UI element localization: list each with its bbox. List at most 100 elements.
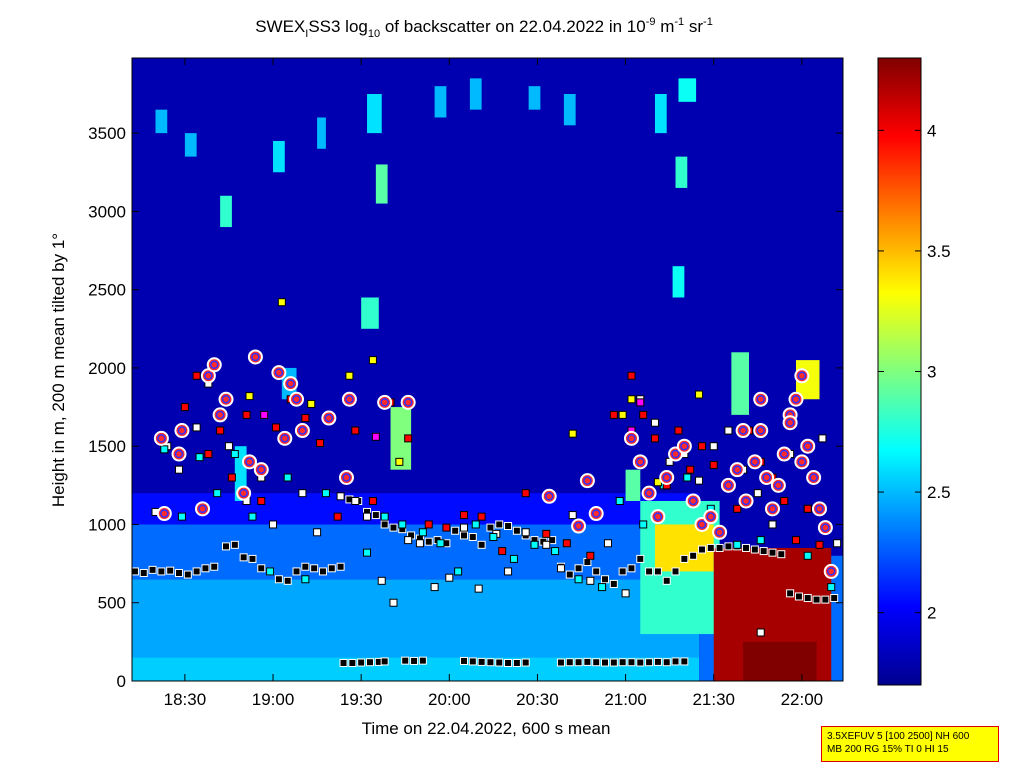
ring-marker xyxy=(720,477,736,493)
ring-marker-inner xyxy=(762,473,771,482)
ring-marker-inner xyxy=(680,441,689,451)
title-prefix-sub: I xyxy=(305,28,308,40)
square-marker-cloud_base_black xyxy=(132,567,139,576)
square-marker-white xyxy=(430,583,439,592)
square-marker-surface_black xyxy=(512,658,521,667)
square-marker-surface_black xyxy=(565,658,574,667)
ring-marker-inner xyxy=(292,394,301,404)
square-marker-red xyxy=(780,496,789,505)
ring-marker-inner xyxy=(821,523,830,532)
square-marker-cloud_base_black xyxy=(468,532,477,541)
square-marker-cloud_base_black xyxy=(230,540,239,549)
square-marker-cloud_base_black xyxy=(274,575,283,584)
ring-marker-inner xyxy=(750,457,760,467)
square-marker-cyan xyxy=(283,473,292,482)
square-marker-red xyxy=(242,410,251,419)
square-marker-cloud_base_black xyxy=(327,564,336,573)
heatmap-cell xyxy=(563,94,576,126)
square-marker-yellow xyxy=(345,371,354,380)
ring-marker-inner xyxy=(257,465,266,474)
ring-marker xyxy=(195,501,211,517)
square-marker-surface_black xyxy=(504,658,513,667)
ring-marker-inner xyxy=(756,394,765,404)
square-marker-cloud_base_black xyxy=(565,570,574,579)
square-marker-cloud_base_black xyxy=(724,542,733,551)
square-marker-red xyxy=(650,434,659,443)
square-marker-surface_black xyxy=(401,656,410,665)
plot-frame xyxy=(131,57,844,682)
square-marker-cyan xyxy=(454,567,463,576)
square-marker-cloud_base_black xyxy=(283,576,292,585)
square-marker-surface_black xyxy=(521,658,530,667)
square-marker-white xyxy=(756,628,765,637)
ring-marker-inner xyxy=(732,465,742,474)
square-marker-cyan xyxy=(160,445,169,454)
ring-marker-inner xyxy=(779,449,789,459)
colorbar-tick-label: 4 xyxy=(927,121,936,140)
square-marker-cloud_base_black xyxy=(609,579,618,588)
title-sup1: -9 xyxy=(646,16,656,28)
square-marker-cyan xyxy=(363,548,372,557)
ring-marker xyxy=(236,485,252,501)
heatmap-cell xyxy=(220,195,232,228)
square-marker-magenta xyxy=(260,410,269,419)
square-marker-surface_black xyxy=(618,658,627,667)
square-marker-cloud_base_black xyxy=(477,540,486,549)
ring-marker-inner xyxy=(671,449,680,459)
title-mid3: sr xyxy=(684,17,703,36)
square-marker-white xyxy=(415,539,424,548)
square-marker-cyan xyxy=(301,575,310,584)
square-marker-surface_black xyxy=(574,658,583,667)
square-marker-cloud_base_black xyxy=(201,564,210,573)
square-marker-yellow xyxy=(618,410,627,419)
ring-marker xyxy=(156,506,172,522)
square-marker-red xyxy=(368,496,377,505)
square-marker-yellow xyxy=(627,395,636,404)
ring-marker-inner xyxy=(198,504,207,514)
ring-marker xyxy=(759,470,775,486)
ring-marker xyxy=(794,368,810,384)
square-marker-surface_black xyxy=(380,657,389,666)
ring-marker xyxy=(400,394,416,410)
ring-marker xyxy=(289,391,305,407)
square-marker-white xyxy=(313,528,322,537)
ring-marker xyxy=(747,454,763,470)
square-marker-red xyxy=(686,465,695,474)
ring-marker xyxy=(341,391,357,407)
square-marker-cloud_base_black xyxy=(318,567,327,576)
title-main-sub: 10 xyxy=(368,28,380,40)
square-marker-red xyxy=(803,504,812,513)
square-marker-red xyxy=(192,371,201,380)
square-marker-surface_black xyxy=(583,657,592,666)
square-marker-cloud_base_black xyxy=(697,545,706,554)
square-marker-surface_black xyxy=(662,658,671,667)
square-marker-cloud_base_black xyxy=(222,542,231,551)
square-marker-surface_black xyxy=(653,657,662,666)
heatmap-cell xyxy=(678,78,697,102)
ring-marker xyxy=(174,423,190,439)
square-marker-white xyxy=(586,576,595,585)
square-marker-white xyxy=(351,496,360,505)
ring-marker xyxy=(738,493,754,509)
square-marker-yellow xyxy=(307,399,316,408)
x-tick-label: 20:30 xyxy=(516,690,559,709)
square-marker-white xyxy=(768,520,777,529)
heatmap-cell xyxy=(317,117,326,149)
square-marker-cyan xyxy=(266,567,275,576)
ring-marker xyxy=(541,488,557,504)
ring-marker xyxy=(271,365,287,381)
ring-marker-inner xyxy=(662,473,671,482)
ring-marker xyxy=(218,391,234,407)
ring-marker xyxy=(212,407,228,423)
ring-marker xyxy=(623,430,639,446)
square-marker-cloud_base_black xyxy=(175,568,184,577)
square-marker-cyan xyxy=(615,496,624,505)
ring-marker-inner xyxy=(177,426,187,435)
square-marker-cloud_base_black xyxy=(371,511,380,520)
ring-marker-inner xyxy=(738,426,748,435)
square-marker-yellow xyxy=(368,356,377,365)
square-marker-white xyxy=(818,434,827,443)
square-marker-red xyxy=(351,426,360,435)
heatmap-cell xyxy=(155,109,168,134)
ring-marker-inner xyxy=(791,394,801,404)
